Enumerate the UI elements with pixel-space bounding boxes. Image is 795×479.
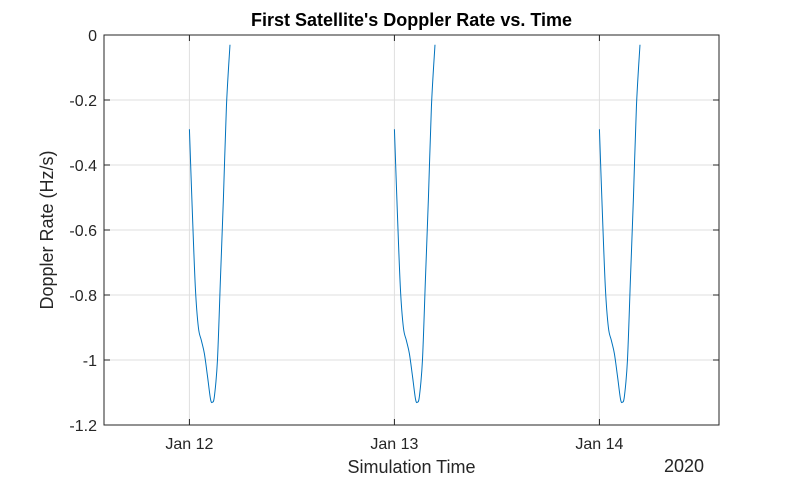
- x-tick-labels: Jan 12 Jan 13 Jan 14: [165, 436, 623, 453]
- y-tick-label: -1: [83, 353, 97, 370]
- x-tick-label: Jan 14: [575, 436, 623, 453]
- x-axis-year-label: 2020: [664, 456, 704, 476]
- doppler-rate-series-line: [598, 44, 641, 404]
- tick-marks: [104, 34, 719, 426]
- chart-title: First Satellite's Doppler Rate vs. Time: [251, 10, 572, 30]
- y-tick-label: -0.2: [69, 93, 97, 110]
- y-tick-labels: 0 -0.2 -0.4 -0.6 -0.8 -1 -1.2: [69, 28, 97, 435]
- x-tick-label: Jan 12: [165, 436, 213, 453]
- series-layer: [188, 44, 641, 404]
- x-axis-label: Simulation Time: [347, 457, 475, 477]
- y-tick-label: -0.8: [69, 288, 97, 305]
- doppler-rate-series-line: [188, 44, 231, 404]
- y-tick-label: -0.6: [69, 223, 97, 240]
- y-axis-label: Doppler Rate (Hz/s): [37, 150, 57, 309]
- y-tick-label: 0: [88, 28, 97, 45]
- y-tick-label: -0.4: [69, 158, 97, 175]
- y-tick-label: -1.2: [69, 418, 97, 435]
- x-tick-label: Jan 13: [370, 436, 418, 453]
- doppler-rate-series-line: [393, 44, 436, 404]
